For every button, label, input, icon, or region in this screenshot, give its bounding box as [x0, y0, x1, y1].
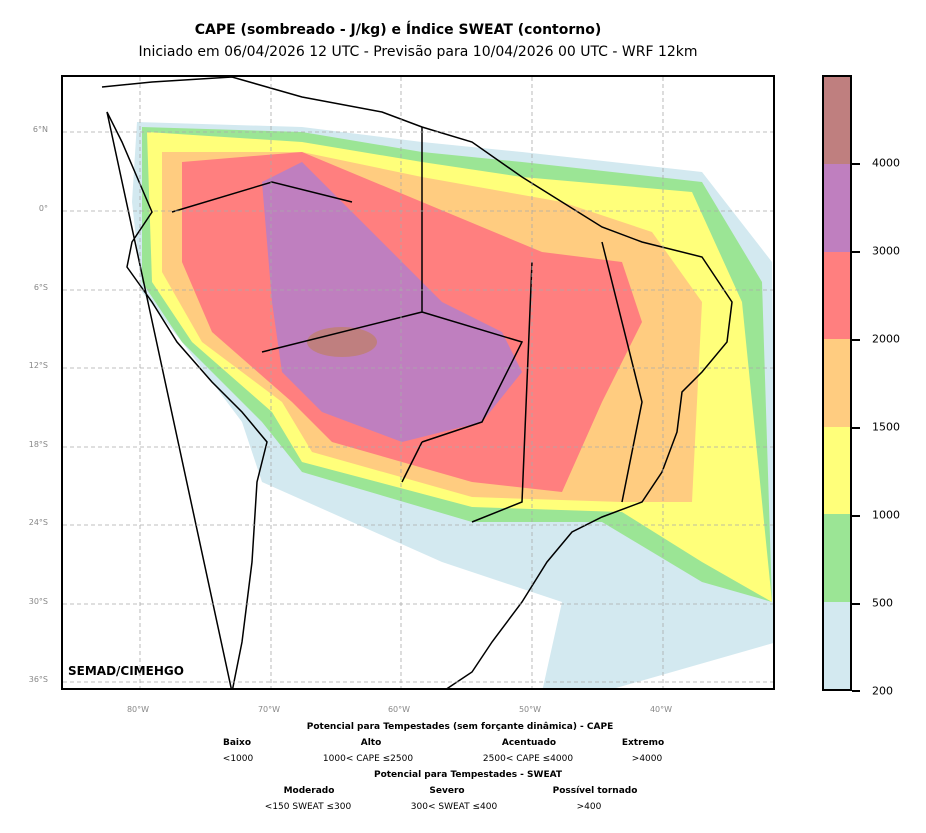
colorbar-segment	[824, 251, 850, 340]
colorbar-tick: 1500	[872, 420, 900, 434]
lat-label: 36°S	[28, 675, 48, 684]
lat-label: 6°N	[32, 125, 48, 134]
cape-4000-area	[262, 162, 522, 442]
cape-level-label: Acentuado	[501, 738, 557, 748]
lon-label: 80°W	[126, 705, 150, 714]
colorbar-segment	[824, 339, 850, 427]
watermark: SEMAD/CIMEHGO	[68, 664, 184, 678]
cape-level-range: <1000	[222, 754, 254, 764]
cape-legend-title: Potencial para Tempestades (sem forçante…	[306, 722, 614, 732]
graticule	[63, 77, 773, 688]
cape-level-range: 1000< CAPE ≤2500	[322, 754, 414, 764]
lat-label: 12°S	[28, 361, 48, 370]
cape-level-label: Baixo	[222, 738, 252, 748]
colorbar-tick: 200	[872, 684, 893, 698]
lat-label: 30°S	[28, 597, 48, 606]
lon-label: 40°W	[649, 705, 673, 714]
sweat-level-label: Possível tornado	[552, 786, 638, 796]
lat-label: 6°S	[33, 283, 48, 292]
cape-shading	[132, 122, 773, 688]
colorbar-segment	[824, 77, 850, 165]
lat-label: 0°	[38, 204, 48, 213]
colorbar-tick: 2000	[872, 332, 900, 346]
lon-label: 70°W	[257, 705, 281, 714]
coastline-borders	[101, 77, 733, 688]
lon-label: 60°W	[387, 705, 411, 714]
map-svg	[63, 77, 773, 688]
colorbar	[822, 75, 852, 691]
lat-label: 24°S	[28, 518, 48, 527]
sweat-level-label: Severo	[429, 786, 465, 796]
sweat-level-range: <150 SWEAT ≤300	[264, 802, 352, 812]
sweat-legend-title: Potencial para Tempestades - SWEAT	[373, 770, 563, 780]
chart-subtitle: Iniciado em 06/04/2026 12 UTC - Previsão…	[138, 44, 698, 60]
cape-level-label: Alto	[360, 738, 382, 748]
colorbar-segment	[824, 514, 850, 602]
cape-level-label: Extremo	[621, 738, 665, 748]
colorbar-segment	[824, 164, 850, 252]
colorbar-tick: 500	[872, 596, 893, 610]
colorbar-segment	[824, 426, 850, 515]
colorbar-segment	[824, 601, 850, 689]
cape-extreme-area	[307, 327, 377, 357]
sweat-level-range: >400	[576, 802, 602, 812]
colorbar-tick: 1000	[872, 508, 900, 522]
colorbar-tick: 3000	[872, 244, 900, 258]
lat-label: 18°S	[28, 440, 48, 449]
cape-level-range: >4000	[631, 754, 663, 764]
chart-title: CAPE (sombreado - J/kg) e Índice SWEAT (…	[194, 22, 602, 38]
colorbar-tick: 4000	[872, 156, 900, 170]
sweat-level-label: Moderado	[283, 786, 335, 796]
forecast-map	[61, 75, 775, 690]
cape-level-range: 2500< CAPE ≤4000	[482, 754, 574, 764]
lon-label: 50°W	[518, 705, 542, 714]
sweat-level-range: 300< SWEAT ≤400	[410, 802, 498, 812]
